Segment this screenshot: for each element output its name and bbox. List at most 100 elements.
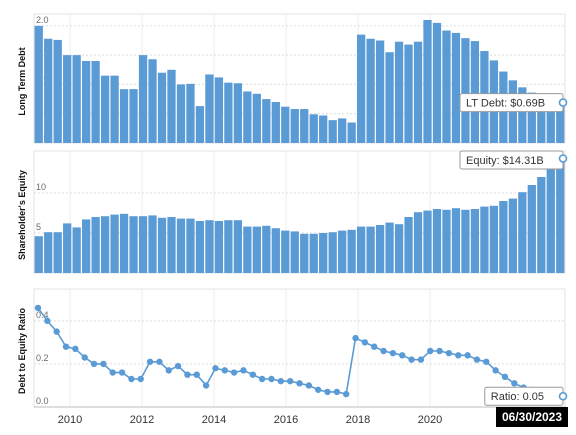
bar[interactable]	[34, 25, 43, 143]
bar[interactable]	[328, 232, 337, 273]
data-point[interactable]	[380, 347, 387, 355]
bar[interactable]	[309, 114, 318, 143]
bar[interactable]	[82, 61, 91, 143]
bar[interactable]	[328, 120, 337, 143]
bar[interactable]	[214, 221, 224, 273]
bar[interactable]	[157, 217, 167, 273]
data-point[interactable]	[352, 334, 359, 342]
bar[interactable]	[394, 41, 404, 143]
bar[interactable]	[338, 118, 347, 143]
data-point[interactable]	[286, 377, 294, 385]
bar[interactable]	[82, 219, 91, 273]
bar[interactable]	[281, 106, 290, 143]
data-point[interactable]	[483, 358, 490, 365]
bar[interactable]	[556, 158, 565, 273]
bar[interactable]	[375, 40, 385, 144]
data-point[interactable]	[314, 386, 322, 393]
data-point[interactable]	[44, 317, 51, 325]
bar[interactable]	[91, 61, 100, 143]
bar[interactable]	[556, 102, 565, 143]
bar[interactable]	[442, 209, 451, 273]
bar[interactable]	[138, 55, 148, 144]
data-point[interactable]	[184, 371, 191, 378]
bar[interactable]	[404, 44, 413, 143]
bar[interactable]	[214, 77, 224, 143]
bar[interactable]	[470, 41, 480, 144]
bar[interactable]	[451, 208, 461, 273]
bar[interactable]	[205, 220, 214, 273]
bar[interactable]	[129, 216, 138, 273]
bar[interactable]	[461, 209, 470, 273]
data-point[interactable]	[137, 375, 144, 383]
data-point[interactable]	[258, 375, 266, 383]
bar[interactable]	[347, 122, 356, 144]
bar[interactable]	[366, 38, 375, 143]
data-point[interactable]	[436, 347, 443, 355]
bar[interactable]	[423, 210, 432, 273]
bar[interactable]	[508, 198, 517, 273]
data-point[interactable]	[146, 358, 154, 365]
data-point[interactable]	[221, 367, 228, 374]
bar[interactable]	[319, 115, 328, 143]
bar[interactable]	[233, 220, 243, 273]
bar[interactable]	[499, 201, 508, 273]
data-point[interactable]	[202, 382, 210, 389]
data-point[interactable]	[427, 347, 434, 355]
bar[interactable]	[224, 220, 233, 273]
bar[interactable]	[148, 215, 157, 273]
bar[interactable]	[262, 99, 271, 143]
bar[interactable]	[413, 212, 423, 273]
data-point[interactable]	[100, 360, 107, 368]
bar[interactable]	[195, 106, 205, 143]
bar[interactable]	[385, 52, 394, 143]
data-point[interactable]	[53, 328, 60, 335]
bar[interactable]	[53, 232, 62, 273]
bar[interactable]	[281, 230, 290, 273]
bar[interactable]	[63, 55, 72, 144]
bar[interactable]	[309, 233, 318, 273]
data-point[interactable]	[128, 375, 135, 383]
bar[interactable]	[63, 223, 72, 273]
bar[interactable]	[205, 74, 214, 143]
bar[interactable]	[347, 229, 356, 273]
data-point[interactable]	[249, 371, 257, 378]
bar[interactable]	[394, 224, 404, 273]
bar[interactable]	[546, 166, 555, 273]
data-point[interactable]	[305, 382, 313, 389]
data-point[interactable]	[34, 304, 42, 312]
data-point[interactable]	[399, 352, 406, 359]
bar[interactable]	[432, 22, 442, 143]
bar[interactable]	[100, 216, 110, 273]
bar[interactable]	[290, 231, 299, 273]
bar[interactable]	[186, 218, 195, 273]
bar[interactable]	[537, 177, 546, 273]
data-point[interactable]	[333, 388, 341, 396]
bar[interactable]	[423, 20, 432, 143]
bar[interactable]	[470, 209, 480, 273]
bar[interactable]	[252, 226, 261, 273]
data-point[interactable]	[118, 369, 126, 376]
data-point[interactable]	[156, 358, 163, 365]
bar[interactable]	[432, 209, 442, 273]
bar[interactable]	[53, 39, 62, 143]
bar[interactable]	[243, 91, 252, 143]
bar[interactable]	[167, 217, 176, 273]
bar[interactable]	[119, 89, 129, 143]
bar[interactable]	[138, 216, 148, 273]
bar[interactable]	[319, 233, 328, 273]
bar[interactable]	[271, 228, 280, 273]
bar[interactable]	[252, 93, 261, 143]
bar[interactable]	[72, 55, 81, 144]
data-point[interactable]	[501, 373, 509, 381]
data-point[interactable]	[371, 343, 378, 350]
data-point[interactable]	[361, 339, 369, 346]
data-point[interactable]	[277, 377, 285, 385]
bar[interactable]	[518, 87, 527, 143]
bar[interactable]	[356, 226, 366, 273]
bar[interactable]	[110, 75, 119, 143]
data-point[interactable]	[455, 352, 462, 359]
bar[interactable]	[167, 69, 176, 143]
bar[interactable]	[176, 84, 186, 143]
data-point[interactable]	[464, 352, 471, 359]
bar[interactable]	[375, 225, 385, 273]
